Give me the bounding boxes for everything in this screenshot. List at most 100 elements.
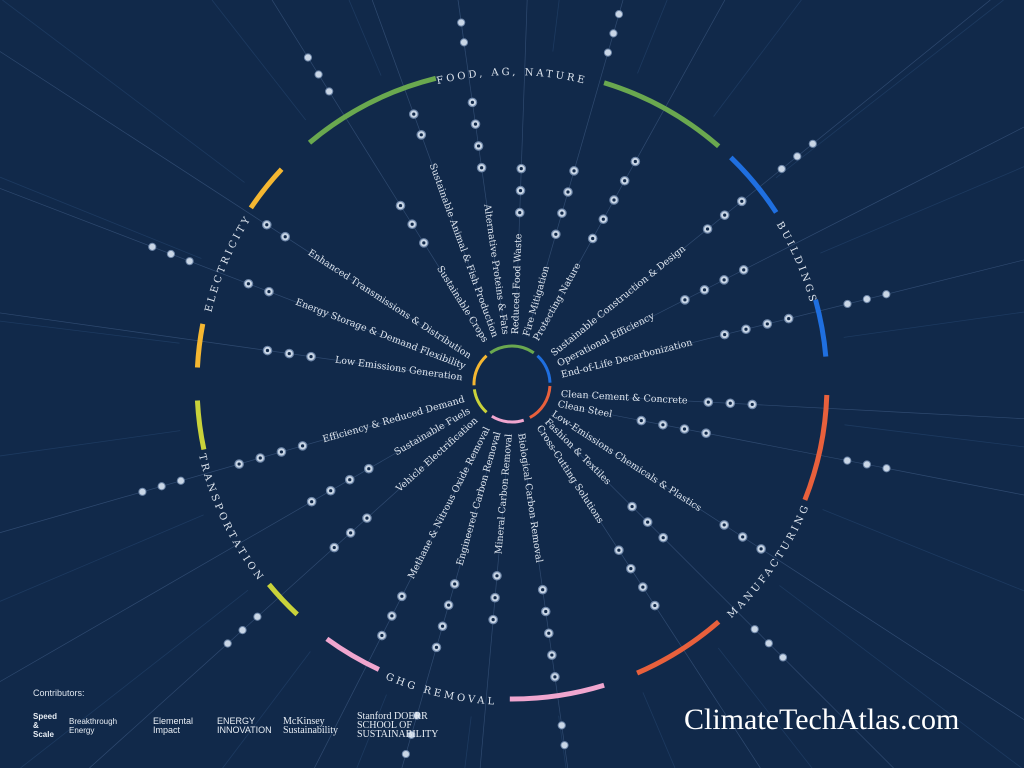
technology-icon-core: [661, 536, 665, 540]
background-ray: [775, 0, 1004, 179]
technology-icon[interactable]: [843, 456, 852, 465]
technology-icon[interactable]: [325, 87, 334, 96]
technology-icon[interactable]: [157, 482, 166, 491]
technology-icon-core: [365, 516, 369, 520]
technology-icon[interactable]: [843, 299, 852, 309]
technology-icon[interactable]: [412, 711, 422, 720]
technology-icon[interactable]: [314, 70, 323, 79]
technology-icon-core: [434, 645, 439, 649]
sector-label[interactable]: ELECTRICITY: [203, 213, 254, 314]
technology-icon-core: [554, 232, 558, 236]
site-url[interactable]: ClimateTechAtlas.com: [684, 703, 960, 736]
subsector-label[interactable]: Sustainable Construction & Design: [549, 243, 688, 358]
technology-icon-core: [742, 268, 746, 272]
technology-icon[interactable]: [793, 152, 802, 161]
technology-icon[interactable]: [223, 639, 232, 648]
background-ray: [0, 514, 204, 602]
background-ray: [0, 176, 202, 259]
technology-icon[interactable]: [614, 10, 624, 19]
technology-icon-core: [367, 467, 371, 471]
technology-icon-core: [787, 317, 791, 321]
sector-inner-arc: [472, 354, 488, 386]
background-ray: [0, 320, 180, 344]
logo-breakthrough-energy: Breakthrough Energy: [69, 716, 118, 735]
technology-icon[interactable]: [750, 625, 759, 634]
technology-icon-core: [283, 235, 287, 239]
technology-icon[interactable]: [238, 626, 247, 635]
technology-icon-core: [641, 585, 645, 589]
sector-arc: [636, 619, 721, 676]
subsector-ray: [560, 394, 1024, 420]
technology-icon[interactable]: [138, 487, 147, 496]
sector-label[interactable]: MANUFACTURING: [725, 501, 812, 620]
technology-icon-core: [744, 327, 748, 331]
background-ray: [211, 0, 307, 121]
subsector-ray: [545, 420, 894, 768]
technology-icon-core: [629, 567, 633, 571]
technology-icon-core: [706, 400, 710, 404]
subsector-label[interactable]: Low-Emissions Chemicals & Plastics: [549, 409, 703, 514]
technology-icon-core: [741, 535, 745, 539]
technology-icon-core: [740, 199, 744, 203]
technology-icon-core: [661, 423, 665, 427]
sector-arc: [603, 80, 721, 149]
technology-icon[interactable]: [560, 741, 569, 750]
technology-icon-core: [639, 418, 643, 423]
technology-icon[interactable]: [882, 290, 891, 299]
subsector-ray: [552, 0, 991, 355]
technology-icon[interactable]: [459, 38, 469, 47]
technology-icon[interactable]: [303, 53, 313, 62]
technology-icon-core: [287, 351, 291, 356]
technology-icon[interactable]: [176, 476, 185, 485]
subsector-label[interactable]: Enhanced Transmissions & Distribution: [306, 247, 473, 361]
technology-icon[interactable]: [778, 653, 788, 662]
technology-icon-core: [390, 614, 394, 618]
technology-icon[interactable]: [185, 257, 194, 266]
technology-icon[interactable]: [764, 639, 773, 648]
technology-icon[interactable]: [401, 749, 410, 759]
sector-arc: [325, 636, 380, 672]
background-ray: [844, 424, 1024, 448]
technology-icon[interactable]: [557, 721, 566, 730]
sector-arc: [194, 323, 206, 368]
technology-icon[interactable]: [457, 18, 466, 27]
background-ray: [222, 651, 311, 768]
technology-icon-core: [601, 217, 605, 221]
technology-icon[interactable]: [166, 249, 176, 259]
sector-label[interactable]: TRANSPORTATION: [196, 453, 266, 585]
contributor-logos: Speed & Scale Breakthrough Energy Elemen…: [33, 712, 452, 740]
sector-label[interactable]: FOOD, AG, NATURE: [435, 66, 588, 86]
technology-icon[interactable]: [253, 612, 262, 621]
background-ray: [820, 166, 1024, 254]
technology-icon-core: [495, 574, 499, 578]
technology-icon[interactable]: [862, 295, 871, 304]
sector-arc: [307, 75, 437, 145]
background-ray: [822, 509, 1024, 592]
technology-icon[interactable]: [407, 730, 416, 739]
technology-icon-core: [300, 444, 305, 448]
technology-icon[interactable]: [808, 139, 817, 148]
technology-icon-core: [412, 112, 416, 116]
technology-icon[interactable]: [148, 242, 157, 251]
technology-icon-core: [572, 169, 576, 173]
technology-icon-core: [309, 355, 313, 359]
subsector-label[interactable]: Biological Carbon Removal: [515, 432, 544, 563]
technology-icon-core: [410, 222, 414, 226]
technology-icon[interactable]: [862, 460, 871, 469]
technology-icon-core: [704, 431, 708, 435]
technology-icon-core: [560, 211, 564, 215]
technology-icon-core: [623, 179, 627, 183]
technology-icon-core: [329, 489, 333, 493]
sector-label[interactable]: GHG REMOVAL: [384, 671, 497, 707]
technology-icon-core: [447, 603, 451, 607]
technology-icon[interactable]: [882, 464, 891, 473]
technology-icon[interactable]: [609, 29, 618, 38]
sector-label[interactable]: BUILDINGS: [774, 220, 819, 306]
technology-icon-core: [750, 402, 754, 407]
technology-icon-core: [453, 582, 457, 586]
subsector-label[interactable]: Reduced Food Waste: [510, 233, 525, 334]
subsector-ray: [371, 0, 496, 338]
technology-icon[interactable]: [603, 48, 613, 57]
technology-icon[interactable]: [777, 164, 786, 174]
technology-icon-core: [440, 624, 445, 628]
